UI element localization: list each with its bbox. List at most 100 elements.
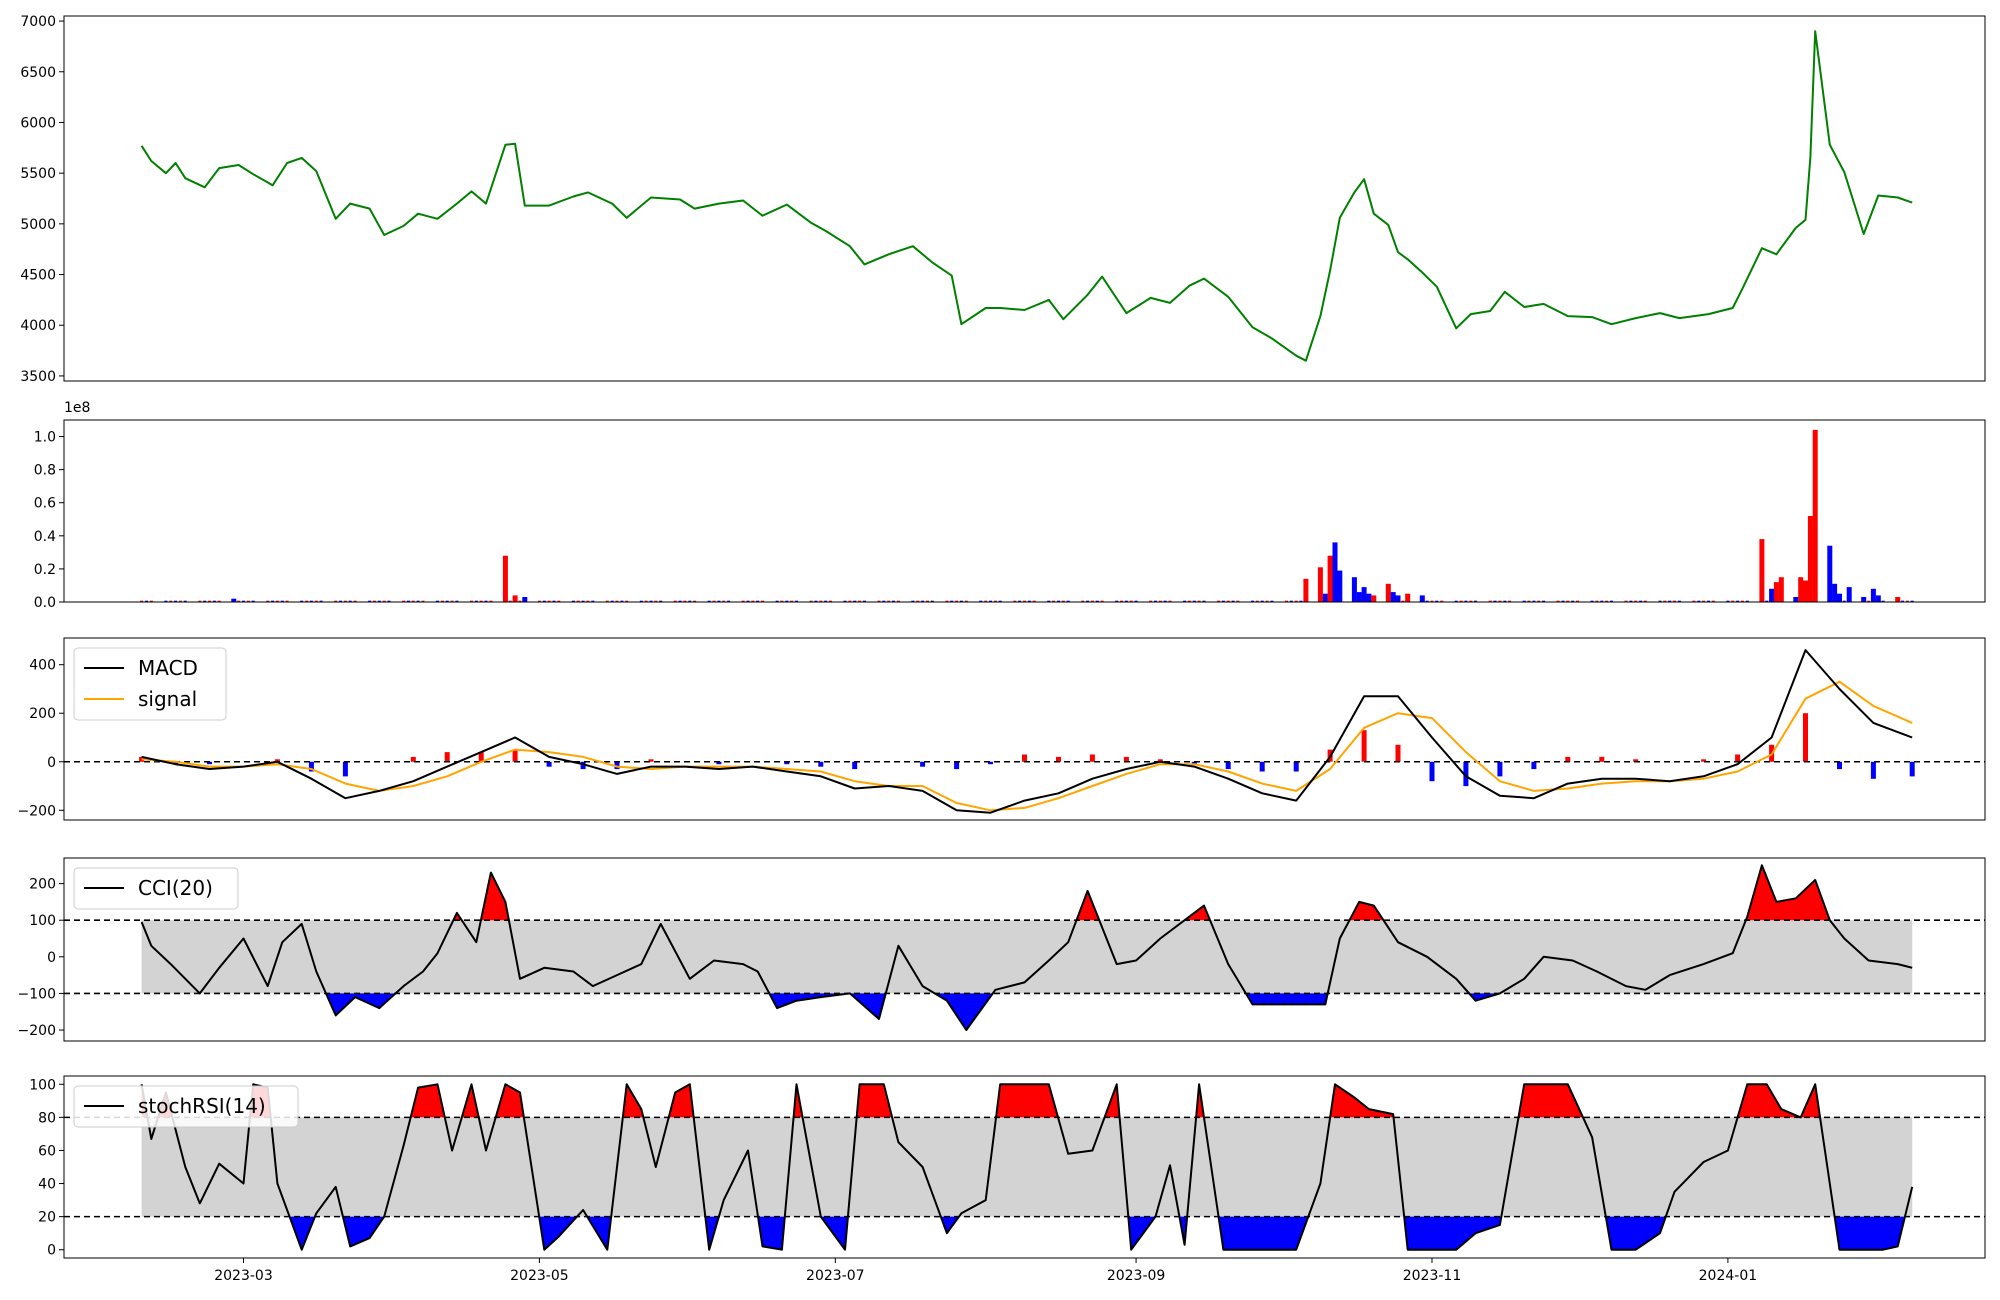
volume-bar-small bbox=[1154, 600, 1157, 602]
stochrsi-panel: 0 20 40 60 80 100 2023-03 2023-05 2023-07 2023-09… bbox=[29, 1075, 1986, 1284]
volume-bar-small bbox=[1474, 600, 1478, 602]
volume-bar-small bbox=[1571, 600, 1575, 602]
volume-bar-small bbox=[959, 600, 963, 602]
price-line bbox=[140, 30, 1913, 362]
volume-bar-small bbox=[571, 600, 575, 602]
volume-bar-small bbox=[707, 600, 711, 602]
volume-bar-small bbox=[149, 600, 153, 602]
volume-bar bbox=[1322, 593, 1328, 602]
macd-axes-frame bbox=[63, 637, 1986, 821]
macd-ytick-label: 400 bbox=[29, 658, 56, 674]
volume-bar bbox=[1778, 577, 1784, 602]
volume-bar-small bbox=[1702, 600, 1706, 602]
price-axes-frame bbox=[63, 15, 1986, 382]
volume-bar bbox=[1832, 583, 1838, 602]
volume-bar-small bbox=[693, 600, 697, 602]
cci-ytick-label: 0 bbox=[47, 950, 56, 966]
volume-bar-small bbox=[998, 600, 1002, 602]
date-tick-label: 2023-11 bbox=[1403, 1268, 1462, 1284]
volume-bar-small bbox=[1435, 600, 1439, 602]
macd-ytick-label: 0 bbox=[47, 755, 56, 771]
volume-bar-small bbox=[309, 600, 313, 602]
volume-bar-small bbox=[421, 600, 425, 602]
cci-panel: −200 −100 0 100 200 CCI(20) bbox=[18, 857, 1986, 1042]
volume-bar-small bbox=[673, 600, 677, 602]
macd-hist-bar bbox=[173, 761, 179, 765]
volume-bar-small bbox=[1765, 600, 1769, 602]
macd-hist-bar bbox=[580, 761, 586, 770]
volume-bar-small bbox=[1149, 600, 1153, 602]
volume-bar-small bbox=[339, 600, 342, 602]
stochrsi-oversold-fill bbox=[1404, 1216, 1502, 1250]
cci-legend-label: CCI(20) bbox=[138, 876, 213, 900]
volume-bar-small bbox=[1299, 600, 1303, 602]
volume-bar-small bbox=[406, 600, 410, 602]
volume-bar-small bbox=[1013, 600, 1017, 602]
cci-ytick-label: −200 bbox=[18, 1023, 56, 1039]
volume-bar-small bbox=[1561, 600, 1565, 602]
volume-bar-small bbox=[1711, 600, 1715, 602]
volume-bar-small bbox=[1285, 600, 1288, 602]
volume-bar-small bbox=[1100, 600, 1104, 602]
stochrsi-ytick-label: 20 bbox=[38, 1210, 56, 1226]
volume-bar-small bbox=[373, 600, 376, 602]
volume-bar-small bbox=[319, 600, 323, 602]
cci-ytick-label: −100 bbox=[18, 986, 56, 1002]
volume-bar bbox=[1419, 595, 1425, 602]
volume-bar-small bbox=[1086, 600, 1090, 602]
cci-oversold-fill bbox=[326, 993, 396, 1016]
macd-hist-bar bbox=[818, 761, 824, 767]
cci-line bbox=[140, 864, 1913, 1031]
volume-bar-small bbox=[1454, 600, 1458, 602]
cci-overbought-fill bbox=[480, 872, 509, 921]
volume-bar-small bbox=[203, 600, 207, 602]
macd-hist-bar bbox=[954, 761, 960, 770]
price-ytick-label: 6000 bbox=[20, 115, 56, 131]
volume-bar-small bbox=[479, 600, 483, 602]
volume-bar-small bbox=[348, 600, 352, 602]
volume-bar bbox=[1875, 595, 1881, 602]
volume-bar-small bbox=[775, 600, 779, 602]
stochrsi-ytick-label: 100 bbox=[29, 1077, 56, 1093]
volume-bar-small bbox=[1052, 600, 1056, 602]
volume-bar-small bbox=[440, 600, 444, 602]
volume-bar-small bbox=[353, 600, 357, 602]
volume-bar-small bbox=[683, 600, 687, 602]
macd-ytick-label: −200 bbox=[18, 803, 56, 819]
volume-bar-small bbox=[1187, 600, 1191, 602]
stochrsi-oversold-fill bbox=[1834, 1216, 1905, 1250]
volume-ytick-label: 0.0 bbox=[34, 595, 56, 611]
volume-bar-small bbox=[382, 600, 386, 602]
volume-bar bbox=[1351, 577, 1357, 602]
volume-bar-small bbox=[1576, 600, 1579, 602]
stochrsi-oversold-fill bbox=[1218, 1216, 1309, 1250]
volume-bar bbox=[1327, 555, 1333, 602]
volume-bar-small bbox=[814, 600, 818, 602]
volume-bar-small bbox=[1047, 600, 1051, 602]
volume-bar-small bbox=[450, 600, 454, 602]
volume-bar-small bbox=[246, 600, 250, 602]
volume-bar-small bbox=[1910, 600, 1914, 602]
volume-bar bbox=[1332, 542, 1338, 602]
cci-oversold-fill bbox=[769, 993, 850, 1009]
stochrsi-ytick-label: 80 bbox=[38, 1110, 56, 1126]
volume-bar-small bbox=[208, 600, 211, 602]
volume-bar-small bbox=[1673, 600, 1676, 602]
volume-bar-small bbox=[1677, 600, 1681, 602]
volume-bar-small bbox=[882, 600, 886, 602]
volume-bar-small bbox=[586, 600, 590, 602]
volume-bar bbox=[1870, 588, 1876, 602]
volume-bar bbox=[1812, 429, 1818, 602]
volume-bar-small bbox=[746, 600, 750, 602]
stochrsi-band bbox=[141, 1117, 1913, 1217]
cci-ytick-label: 200 bbox=[29, 877, 56, 893]
stochrsi-overbought-fill bbox=[461, 1084, 479, 1118]
volume-bar bbox=[1395, 595, 1401, 602]
volume-bar-small bbox=[877, 600, 881, 602]
volume-bar-small bbox=[862, 600, 866, 602]
volume-bar bbox=[1895, 597, 1901, 602]
volume-bar-small bbox=[1731, 600, 1735, 602]
volume-bar-small bbox=[1255, 600, 1259, 602]
stochrsi-overbought-fill bbox=[1800, 1084, 1821, 1118]
volume-bar bbox=[1773, 582, 1779, 602]
